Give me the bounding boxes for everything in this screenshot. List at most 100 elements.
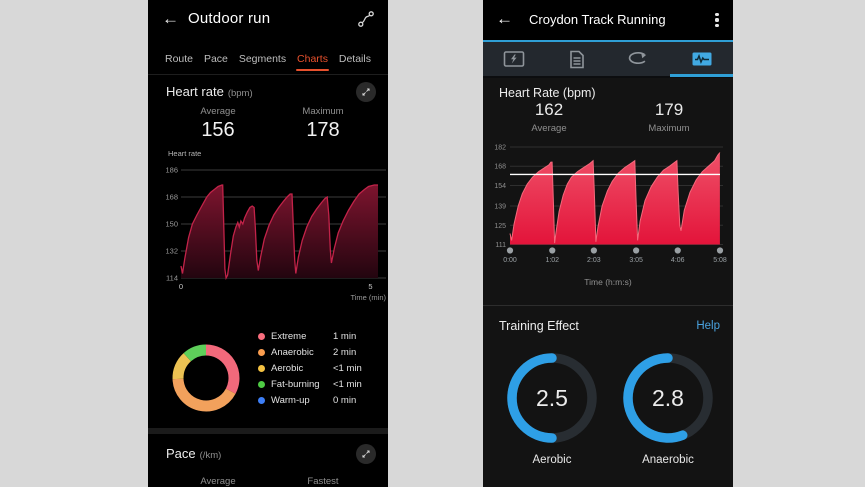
tab-charts[interactable]: [671, 42, 734, 76]
tab-laps[interactable]: [608, 42, 671, 76]
heart-rate-section-title: Heart Rate (bpm): [499, 86, 596, 100]
time-axis-label: Time (h:m:s): [584, 277, 632, 287]
svg-text:5:08: 5:08: [713, 257, 727, 264]
svg-text:114: 114: [166, 274, 178, 283]
share-route-icon[interactable]: [357, 10, 375, 28]
training-effect-title: Training Effect: [499, 319, 579, 333]
svg-text:Heart rate: Heart rate: [168, 149, 201, 158]
tab-details[interactable]: Details: [338, 53, 371, 65]
pace-title-text: Pace: [166, 446, 196, 461]
aerobic-gauge-label: Aerobic: [532, 454, 572, 466]
active-tab-underline: [670, 74, 733, 77]
svg-text:186: 186: [165, 166, 178, 175]
legend-label: Aerobic: [271, 362, 304, 374]
pace-average-label: Average: [200, 476, 236, 487]
legend-item-warm-up: Warm-up 0 min: [258, 392, 370, 408]
maximum-label: Maximum: [648, 123, 690, 134]
fat-burning-dot-icon: [258, 380, 265, 388]
average-value: 156: [201, 119, 235, 141]
extreme-dot-icon: [258, 333, 265, 341]
heart-rate-unit: (bpm): [227, 88, 253, 99]
tab-bar: [483, 42, 733, 78]
average-stat: 162 Average: [499, 100, 599, 134]
svg-text:154: 154: [494, 183, 506, 190]
svg-text:182: 182: [494, 145, 506, 152]
section-divider: [483, 305, 733, 306]
tab-segments[interactable]: Segments: [238, 53, 287, 65]
svg-text:2:03: 2:03: [587, 257, 601, 264]
back-arrow-icon[interactable]: ←: [162, 9, 179, 28]
pace-unit: (/km): [199, 450, 222, 461]
garmin-connect-screen: ← Croydon Track Running: [483, 0, 733, 487]
svg-text:3:05: 3:05: [629, 257, 643, 264]
maximum-stat: 179 Maximum: [619, 100, 719, 134]
page-title: Outdoor run: [188, 10, 271, 27]
legend-item-extreme: Extreme 1 min: [258, 329, 370, 345]
aerobic-gauge-value: 2.5: [536, 385, 568, 411]
svg-text:1:02: 1:02: [545, 257, 559, 264]
anaerobic-gauge-label: Anaerobic: [642, 454, 694, 466]
maximum-value: 179: [654, 100, 684, 119]
legend-label: Warm-up: [271, 394, 310, 406]
laps-icon: [628, 51, 647, 64]
map-photo-icon: [503, 51, 525, 67]
legend-label: Fat-burning: [271, 378, 320, 390]
average-value: 162: [534, 100, 564, 119]
average-label: Average: [200, 106, 236, 117]
tab-report[interactable]: [546, 42, 609, 76]
expand-icon[interactable]: [356, 82, 376, 102]
maximum-value: 178: [306, 119, 340, 141]
svg-text:111: 111: [495, 242, 506, 249]
zones-legend: Extreme 1 min Anaerobic 2 min Aerobic <1…: [258, 329, 370, 408]
average-label: Average: [531, 123, 567, 134]
heart-rate-area-chart: 186 168 150 132 114 Heart rate 0 5 Time (min): [165, 149, 386, 302]
legend-value: <1 min: [333, 378, 362, 390]
legend-value: 1 min: [333, 331, 357, 343]
legend-value: 2 min: [333, 347, 357, 359]
tab-pace[interactable]: Pace: [203, 53, 228, 65]
accent-divider: [483, 40, 733, 42]
legend-value: 0 min: [333, 394, 357, 406]
svg-text:5: 5: [368, 282, 372, 291]
pace-card-title: Pace (/km): [166, 446, 221, 461]
maximum-label: Maximum: [302, 106, 344, 117]
aerobic-gauge: [507, 353, 597, 443]
tab-charts[interactable]: Charts: [296, 53, 329, 71]
tab-bar: Route Pace Segments Charts Details: [148, 47, 388, 71]
back-arrow-icon[interactable]: ←: [496, 9, 513, 28]
heart-rate-title-text: Heart rate: [166, 84, 224, 99]
pace-fastest-label: Fastest: [307, 476, 339, 487]
legend-label: Extreme: [271, 331, 307, 343]
anaerobic-gauge-value: 2.8: [652, 385, 684, 411]
anaerobic-gauge: [623, 353, 713, 443]
overflow-menu-icon[interactable]: [709, 10, 725, 30]
activity-title: Croydon Track Running: [529, 12, 666, 27]
aerobic-dot-icon: [258, 364, 265, 372]
heart-rate-card-title: Heart rate (bpm): [166, 84, 253, 99]
legend-item-fat-burning: Fat-burning <1 min: [258, 376, 370, 392]
tab-route[interactable]: Route: [165, 53, 194, 65]
heart-rate-zones-donut: [172, 344, 240, 412]
expand-icon[interactable]: [356, 444, 376, 464]
section-divider: [148, 428, 388, 434]
tab-map-photo[interactable]: [483, 42, 546, 76]
average-stat: Average 156: [168, 106, 268, 142]
help-link[interactable]: Help: [696, 320, 720, 332]
charts-icon: [692, 52, 712, 66]
anaerobic-dot-icon: [258, 349, 265, 357]
legend-item-anaerobic: Anaerobic 2 min: [258, 345, 370, 361]
svg-text:0: 0: [179, 282, 183, 291]
legend-item-aerobic: Aerobic <1 min: [258, 361, 370, 377]
maximum-stat: Maximum 178: [273, 106, 373, 142]
svg-text:168: 168: [165, 193, 178, 202]
warm-up-dot-icon: [258, 396, 265, 404]
report-icon: [569, 50, 584, 68]
heart-rate-area-chart: 182 168 154 139 125 111 0:00 1:02 2:03 3:05 4:06 5:…: [494, 145, 727, 265]
svg-text:Time (min): Time (min): [350, 293, 386, 302]
svg-text:4:06: 4:06: [671, 257, 685, 264]
app-header: [483, 0, 733, 40]
svg-text:168: 168: [494, 164, 506, 171]
legend-label: Anaerobic: [271, 347, 314, 359]
huawei-health-screen: ← Outdoor run Route Pace Segments Charts…: [148, 0, 388, 487]
